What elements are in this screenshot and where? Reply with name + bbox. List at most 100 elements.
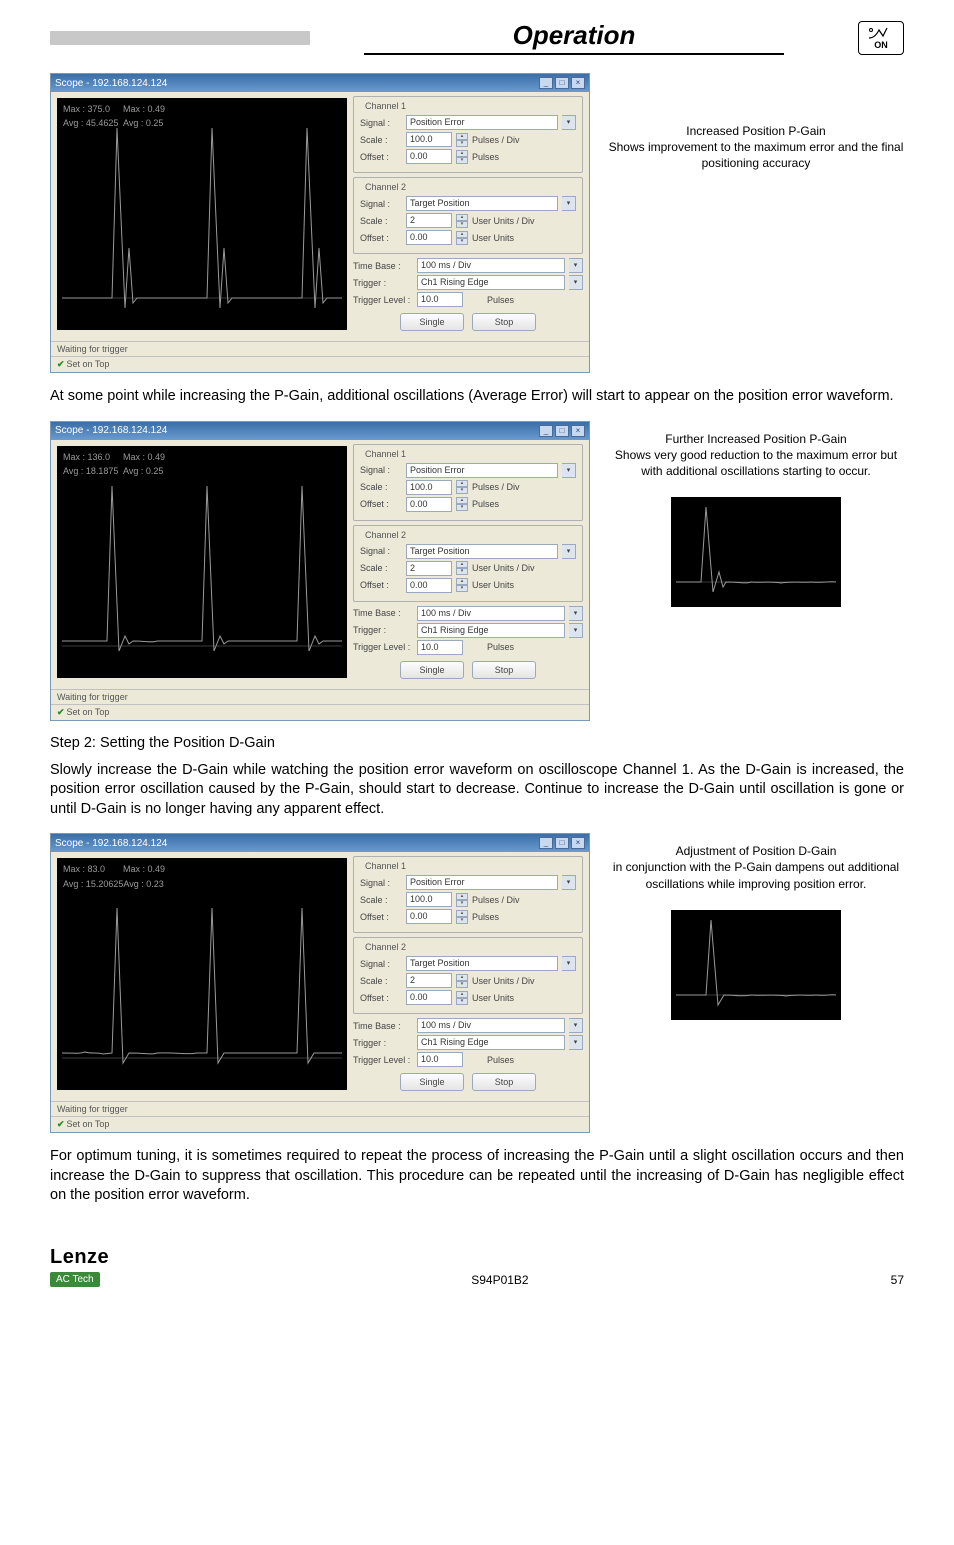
- trigger-level-label: Trigger Level :: [353, 295, 413, 305]
- ch1-signal-select[interactable]: Position Error: [406, 875, 558, 890]
- spinner-icon[interactable]: ▴▾: [456, 497, 468, 511]
- scope-titlebar[interactable]: Scope - 192.168.124.124 _ □ ×: [51, 74, 589, 92]
- trigger-select[interactable]: Ch1 Rising Edge: [417, 623, 565, 638]
- dropdown-icon[interactable]: ▾: [562, 956, 576, 971]
- paragraph-2: Slowly increase the D-Gain while watchin…: [50, 761, 904, 820]
- ch1-scale-input[interactable]: 100.0: [406, 892, 452, 907]
- ch2-scale-input[interactable]: 2: [406, 973, 452, 988]
- scale-label: Scale :: [360, 563, 402, 573]
- ch2-scale-input[interactable]: 2: [406, 561, 452, 576]
- trigger-select[interactable]: Ch1 Rising Edge: [417, 275, 565, 290]
- timebase-select[interactable]: 100 ms / Div: [417, 606, 565, 621]
- trigger-level-input[interactable]: 10.0: [417, 292, 463, 307]
- scope-controls: Channel 1 Signal : Position Error ▾ Scal…: [353, 852, 589, 1101]
- maximize-button[interactable]: □: [555, 837, 569, 849]
- spinner-icon[interactable]: ▴▾: [456, 991, 468, 1005]
- dropdown-icon[interactable]: ▾: [569, 258, 583, 273]
- dropdown-icon[interactable]: ▾: [569, 623, 583, 638]
- ch1-scale-input[interactable]: 100.0: [406, 132, 452, 147]
- ch1-offset-input[interactable]: 0.00: [406, 909, 452, 924]
- scope-titlebar[interactable]: Scope - 192.168.124.124 _ □ ×: [51, 834, 589, 852]
- ch1-signal-select[interactable]: Position Error: [406, 115, 558, 130]
- ch1-offset-input[interactable]: 0.00: [406, 497, 452, 512]
- close-button[interactable]: ×: [571, 837, 585, 849]
- spinner-icon[interactable]: ▴▾: [456, 133, 468, 147]
- page-footer: Lenze AC Tech S94P01B2 57: [50, 1246, 904, 1287]
- minimize-button[interactable]: _: [539, 837, 553, 849]
- ch2-scale-unit: User Units / Div: [472, 976, 535, 986]
- dropdown-icon[interactable]: ▾: [562, 875, 576, 890]
- spinner-icon[interactable]: ▴▾: [456, 578, 468, 592]
- trigger-level-input[interactable]: 10.0: [417, 1052, 463, 1067]
- dropdown-icon[interactable]: ▾: [562, 115, 576, 130]
- spinner-icon[interactable]: ▴▾: [456, 480, 468, 494]
- ch1-scale-input[interactable]: 100.0: [406, 480, 452, 495]
- status-set-on-top[interactable]: ✔Set on Top: [51, 1116, 589, 1132]
- dropdown-icon[interactable]: ▾: [569, 275, 583, 290]
- maximize-button[interactable]: □: [555, 425, 569, 437]
- spinner-icon[interactable]: ▴▾: [456, 150, 468, 164]
- dropdown-icon[interactable]: ▾: [562, 196, 576, 211]
- ch2-offset-input[interactable]: 0.00: [406, 578, 452, 593]
- footer-logo-block: Lenze AC Tech: [50, 1246, 109, 1287]
- stop-button[interactable]: Stop: [472, 1073, 536, 1091]
- spinner-icon[interactable]: ▴▾: [456, 561, 468, 575]
- close-button[interactable]: ×: [571, 77, 585, 89]
- spinner-icon[interactable]: ▴▾: [456, 893, 468, 907]
- status-set-on-top[interactable]: ✔Set on Top: [51, 704, 589, 720]
- ch2-signal-select[interactable]: Target Position: [406, 956, 558, 971]
- trigger-select[interactable]: Ch1 Rising Edge: [417, 1035, 565, 1050]
- single-button[interactable]: Single: [400, 313, 464, 331]
- ch1-scale-unit: Pulses / Div: [472, 135, 520, 145]
- ch2-scale-unit: User Units / Div: [472, 563, 535, 573]
- trigger-level-input[interactable]: 10.0: [417, 640, 463, 655]
- channel-1-label: Channel 1: [362, 101, 409, 111]
- ch2-signal-select[interactable]: Target Position: [406, 544, 558, 559]
- offset-label: Offset :: [360, 912, 402, 922]
- channel-1-group: Channel 1 Signal : Position Error ▾ Scal…: [353, 856, 583, 933]
- dropdown-icon[interactable]: ▾: [569, 606, 583, 621]
- timebase-select[interactable]: 100 ms / Div: [417, 1018, 565, 1033]
- minimize-button[interactable]: _: [539, 77, 553, 89]
- caption-2-title: Further Increased Position P-Gain: [608, 431, 904, 447]
- trigger-label: Trigger :: [353, 625, 413, 635]
- dropdown-icon[interactable]: ▾: [569, 1035, 583, 1050]
- spinner-icon[interactable]: ▴▾: [456, 231, 468, 245]
- single-button[interactable]: Single: [400, 1073, 464, 1091]
- caption-3-title: Adjustment of Position D-Gain: [608, 843, 904, 859]
- dropdown-icon[interactable]: ▾: [562, 544, 576, 559]
- on-icon: ON: [858, 21, 904, 55]
- ch1-signal-select[interactable]: Position Error: [406, 463, 558, 478]
- caption-1-title: Increased Position P-Gain: [608, 123, 904, 139]
- ch2-signal-select[interactable]: Target Position: [406, 196, 558, 211]
- dropdown-icon[interactable]: ▾: [569, 1018, 583, 1033]
- status-set-on-top[interactable]: ✔Set on Top: [51, 356, 589, 372]
- signal-label: Signal :: [360, 199, 402, 209]
- offset-label: Offset :: [360, 580, 402, 590]
- caption-3-body: in conjunction with the P-Gain dampens o…: [608, 859, 904, 891]
- ch2-offset-input[interactable]: 0.00: [406, 230, 452, 245]
- dropdown-icon[interactable]: ▾: [562, 463, 576, 478]
- close-button[interactable]: ×: [571, 425, 585, 437]
- signal-label: Signal :: [360, 546, 402, 556]
- scope-titlebar[interactable]: Scope - 192.168.124.124 _ □ ×: [51, 422, 589, 440]
- spinner-icon[interactable]: ▴▾: [456, 214, 468, 228]
- maximize-button[interactable]: □: [555, 77, 569, 89]
- ch2-offset-input[interactable]: 0.00: [406, 990, 452, 1005]
- status-waiting: Waiting for trigger: [51, 689, 589, 704]
- ch1-scale-unit: Pulses / Div: [472, 895, 520, 905]
- stop-button[interactable]: Stop: [472, 661, 536, 679]
- side-col-2: Further Increased Position P-Gain Shows …: [608, 421, 904, 608]
- spinner-icon[interactable]: ▴▾: [456, 910, 468, 924]
- timebase-label: Time Base :: [353, 261, 413, 271]
- ch2-scale-input[interactable]: 2: [406, 213, 452, 228]
- minimize-button[interactable]: _: [539, 425, 553, 437]
- single-button[interactable]: Single: [400, 661, 464, 679]
- ch1-offset-input[interactable]: 0.00: [406, 149, 452, 164]
- stop-button[interactable]: Stop: [472, 313, 536, 331]
- spinner-icon[interactable]: ▴▾: [456, 974, 468, 988]
- paragraph-1: At some point while increasing the P-Gai…: [50, 387, 904, 407]
- timebase-select[interactable]: 100 ms / Div: [417, 258, 565, 273]
- trigger-level-unit: Pulses: [487, 1055, 514, 1065]
- ch2-offset-unit: User Units: [472, 233, 514, 243]
